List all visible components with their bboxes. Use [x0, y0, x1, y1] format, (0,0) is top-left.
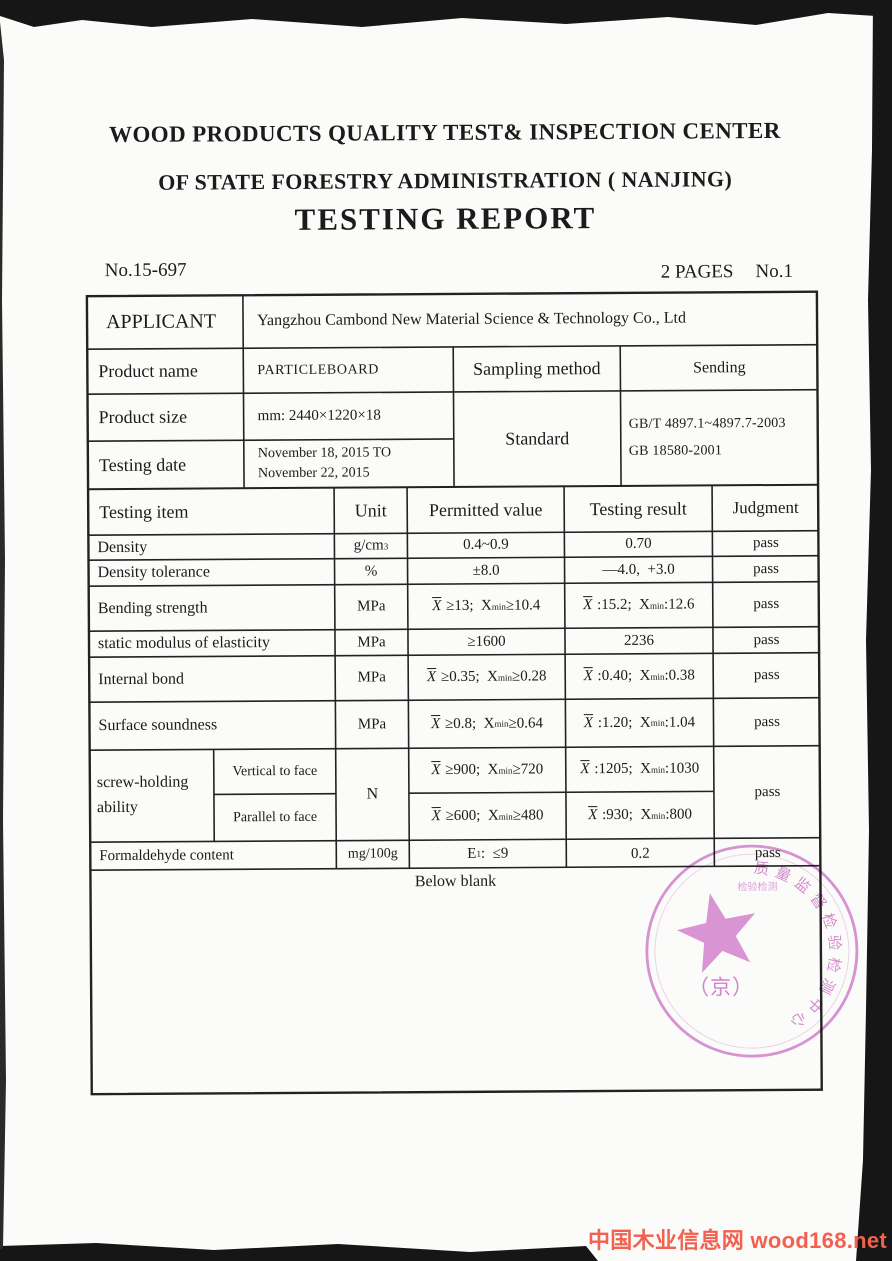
- screw-row-label: Parallel to face: [233, 809, 318, 826]
- row-unit: MPa: [357, 715, 387, 733]
- row-judgment: pass: [753, 667, 780, 684]
- header-testing-item: Testing item: [99, 501, 189, 522]
- row-item: Internal bond: [98, 670, 185, 688]
- screw-judgment: pass: [754, 783, 781, 800]
- stamp-center-text: （京）: [688, 975, 754, 999]
- row-result: —4.0, +3.0: [602, 561, 675, 579]
- screw-unit: N: [366, 785, 379, 803]
- row-unit: g/cm 3: [353, 537, 389, 554]
- testing-date-line2: November 22, 2015: [257, 465, 370, 482]
- header-permitted-value: Permitted value: [428, 499, 543, 520]
- header-testing-result: Testing result: [589, 498, 687, 519]
- row-unit: %: [364, 563, 378, 580]
- row-judgment: pass: [753, 632, 780, 649]
- row-unit: MPa: [357, 669, 386, 686]
- stamp-outer-ring: [645, 844, 859, 1058]
- stamp-top-text: 检验检测: [737, 880, 777, 893]
- row-result: 2236: [623, 632, 655, 649]
- product-size-label: Product size: [98, 406, 188, 428]
- header-judgment: Judgment: [732, 498, 799, 518]
- stamp-inner-ring: [654, 853, 850, 1049]
- formaldehyde-item: Formaldehyde content: [99, 846, 234, 864]
- screw-row-label: Vertical to face: [232, 763, 318, 780]
- product-name-value: PARTICLEBOARD: [257, 362, 379, 378]
- row-judgment: pass: [753, 561, 780, 578]
- row-judgment: pass: [752, 535, 779, 552]
- row-item: static modulus of elasticity: [97, 634, 271, 653]
- row-result: 0.70: [625, 535, 652, 553]
- official-stamp: 质量监督检验检测中心 检验检测 （京）: [645, 844, 859, 1058]
- testing-date-label: Testing date: [98, 454, 187, 475]
- screw-group-label-line2: ability: [96, 798, 138, 817]
- standard-line1: GB/T 4897.1~4897.7-2003: [628, 415, 786, 432]
- applicant-value: Yangzhou Cambond New Material Science & …: [256, 309, 686, 330]
- row-judgment: pass: [753, 596, 780, 613]
- screw-group-label-line1: screw-holding: [96, 773, 189, 792]
- row-judgment: pass: [754, 713, 780, 730]
- product-size-value: mm: 2440×1220×18: [257, 407, 381, 425]
- sampling-method-value: Sending: [693, 358, 746, 376]
- standard-value: GB/T 4897.1~4897.7-2003 GB 18580-2001: [620, 390, 819, 486]
- applicant-label: APPLICANT: [105, 309, 217, 333]
- site-watermark: 中国木业信息网 wood168.net: [588, 1228, 888, 1253]
- header-unit: Unit: [354, 500, 387, 521]
- testing-date-line1: November 18, 2015 TO: [257, 445, 392, 461]
- row-permitted: ±8.0: [472, 562, 500, 579]
- testing-date-value: November 18, 2015 TO November 22, 2015: [244, 439, 454, 488]
- row-item: Density tolerance: [97, 563, 211, 582]
- row-item: Surface soundness: [98, 716, 218, 735]
- row-permitted: ≥1600: [467, 633, 506, 650]
- standard-line2: GB 18580-2001: [628, 442, 723, 459]
- star-icon: [676, 893, 756, 973]
- screw-group-label: screw-holding ability: [89, 749, 215, 842]
- row-item: Density: [97, 538, 148, 556]
- row-permitted: 0.4~0.9: [463, 536, 509, 554]
- sampling-method-label: Sampling method: [473, 358, 601, 380]
- formaldehyde-unit: mg/100g: [347, 846, 398, 862]
- row-item: Bending strength: [97, 598, 208, 617]
- row-unit: MPa: [357, 598, 386, 615]
- product-name-label: Product name: [98, 360, 198, 382]
- row-unit: MPa: [357, 633, 386, 651]
- standard-label: Standard: [505, 428, 570, 449]
